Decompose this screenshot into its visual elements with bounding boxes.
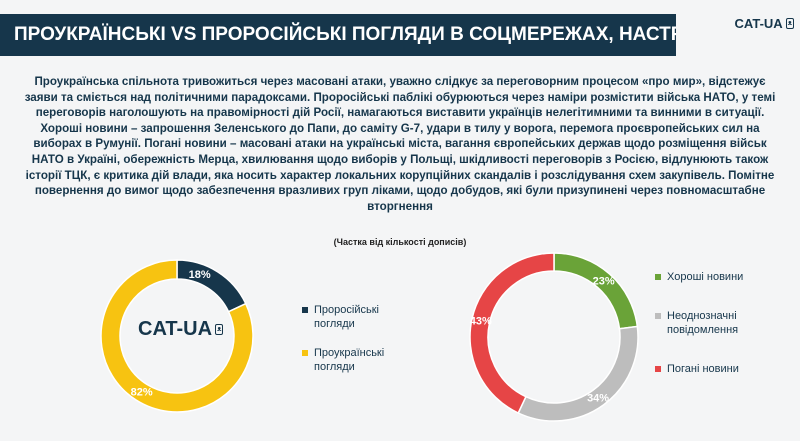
chart-center-logo-text: CAT-UA	[138, 318, 213, 340]
chart-center-logo: CAT-UA ᴥ	[138, 318, 224, 341]
legend-news: Хороші новини Неоднозначні повідомлення По…	[655, 270, 775, 401]
legend-label: Проросійські погляди	[314, 304, 379, 330]
legend-item: Хороші новини	[655, 270, 775, 284]
cat-icon: ᴥ	[785, 18, 794, 29]
legend-label: Проукраїнські погляди	[314, 347, 385, 373]
cat-icon: ᴥ	[215, 324, 224, 335]
summary-paragraph-2: Хороші новини – запрошення Зеленського д…	[25, 121, 775, 213]
legend-label: Неоднозначні повідомлення	[667, 310, 739, 336]
legend-item: Неоднозначні повідомлення	[655, 309, 775, 337]
donut-slice	[469, 252, 555, 415]
legend-label: Хороші новини	[667, 271, 744, 283]
summary-paragraph-1: Проукраїнська спільнота тривожиться чере…	[24, 75, 776, 120]
brand-text: CAT-UA	[734, 16, 783, 31]
slice-label: 18%	[189, 269, 211, 281]
brand-logo: CAT-UA ᴥ	[735, 16, 794, 31]
donut-slice	[100, 259, 254, 413]
page-title: ПРОУКРАЇНСЬКІ VS ПРОРОСІЙСЬКІ ПОГЛЯДИ В …	[0, 14, 676, 56]
legend-swatch	[655, 366, 661, 372]
legend-item: Проросійські погляди	[302, 303, 402, 331]
donut-slice	[517, 325, 639, 422]
legend-views: Проросійські погляди Проукраїнські погляд…	[302, 303, 402, 389]
slice-label: 82%	[131, 387, 153, 399]
slice-label: 23%	[593, 276, 615, 288]
legend-swatch	[302, 307, 308, 313]
summary-text: Проукраїнська спільнота тривожиться чере…	[18, 74, 782, 214]
legend-swatch	[655, 274, 661, 280]
donut-chart-news: 23% 34% 43%	[469, 252, 639, 422]
legend-swatch	[655, 313, 661, 319]
legend-label: Погані новини	[667, 363, 739, 375]
legend-item: Проукраїнські погляди	[302, 346, 402, 374]
chart-subtitle: (Частка від кількості дописів)	[333, 237, 467, 247]
donut-slice	[553, 252, 639, 330]
donut-chart-views: 18% 82%	[100, 259, 254, 413]
legend-item: Погані новини	[655, 362, 775, 376]
slice-label: 43%	[470, 316, 492, 328]
slice-label: 34%	[587, 393, 609, 405]
donut-slice	[176, 259, 247, 313]
legend-swatch	[302, 350, 308, 356]
